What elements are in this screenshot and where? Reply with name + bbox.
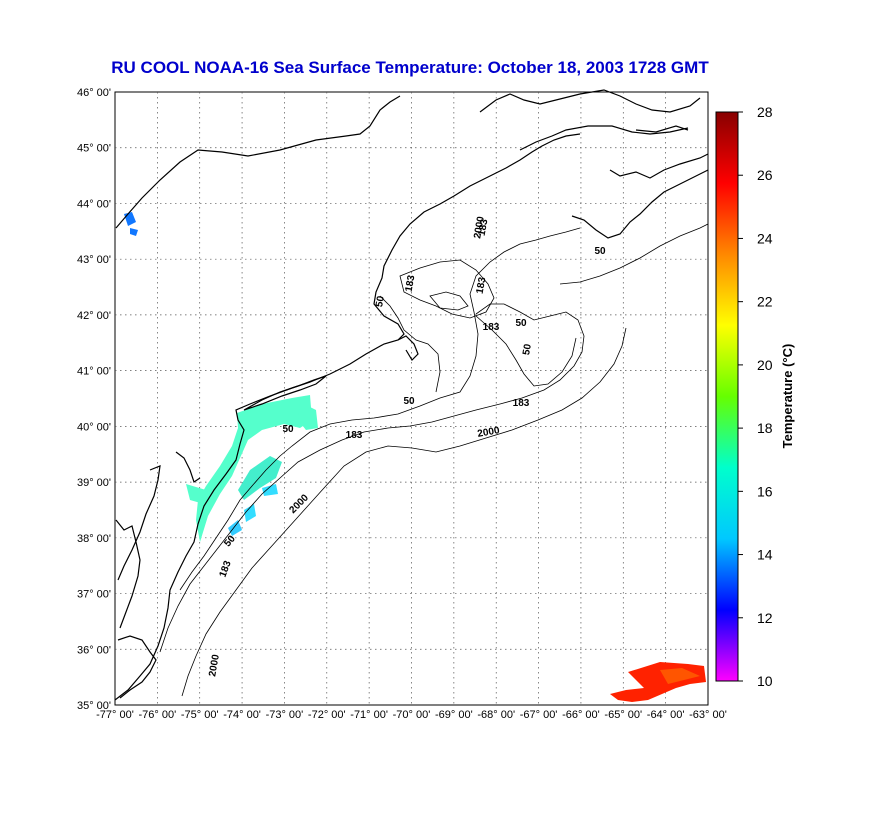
sst-patch-delmarva: [186, 484, 206, 504]
lon-label: -72° 00': [308, 709, 346, 721]
lat-label: 45° 00': [77, 143, 111, 155]
coastline-chesapeake-w: [115, 519, 141, 629]
coastline-nova-scotia: [609, 153, 709, 179]
isobath-label: 183: [477, 218, 491, 237]
isobath-label: 2000: [477, 425, 501, 440]
isobath-gom-coast: [379, 295, 441, 393]
colorbar: 28 26 24 22 20 18 16 14 12 10 Temperature (°C): [715, 104, 795, 689]
isobaths: [159, 223, 709, 697]
isobath-gom-inner: [429, 291, 469, 311]
isobath-50m: [179, 227, 581, 591]
colorbar-tick-label: 20: [757, 357, 773, 373]
isobath-label: 50: [403, 396, 415, 407]
lat-label: 37° 00': [77, 589, 111, 601]
lat-label: 39° 00': [77, 477, 111, 489]
longitude-labels: -77° 00' -76° 00' -75° 00' -74° 00' -73° 00'…: [96, 709, 727, 721]
sst-patch-bits-3: [228, 520, 242, 536]
lon-label: -73° 00': [266, 709, 304, 721]
isobath-label: 183: [475, 276, 489, 295]
isobath-label: 183: [513, 398, 530, 409]
colorbar-tick-label: 18: [757, 420, 773, 436]
colorbar-scale: [715, 111, 739, 682]
colorbar-tick-label: 24: [757, 230, 773, 246]
sst-warm-water: [610, 662, 706, 702]
coastline-fundy-south: [519, 125, 689, 151]
isobath-label: 50: [282, 424, 294, 435]
isobath-banks: [475, 315, 577, 387]
isobath-label: 183: [404, 274, 418, 293]
lat-label: 44° 00': [77, 198, 111, 210]
lat-label: 46° 00': [77, 87, 111, 99]
coastline-us-east: [114, 133, 581, 701]
lon-label: -67° 00': [520, 709, 558, 721]
coastline-carolina: [117, 635, 157, 699]
latitude-labels: 35° 00' 36° 00' 37° 00' 38° 00' 39° 00' 40° 0…: [77, 87, 111, 712]
lon-label: -76° 00': [139, 709, 177, 721]
sst-patch-gulf-stream-2: [660, 668, 700, 684]
colorbar-ticks: 28 26 24 22 20 18 16 14 12 10: [738, 104, 773, 689]
isobath-label: 50: [374, 295, 387, 308]
lon-label: -75° 00': [181, 709, 219, 721]
colorbar-label: Temperature (°C): [780, 344, 795, 449]
lon-label: -71° 00': [350, 709, 388, 721]
lat-label: 41° 00': [77, 366, 111, 378]
lat-label: 43° 00': [77, 254, 111, 266]
isobath-183m: [159, 303, 585, 653]
lon-label: -63° 00': [689, 709, 727, 721]
lon-label: -70° 00': [393, 709, 431, 721]
colorbar-tick-label: 10: [757, 673, 773, 689]
coastline-delaware-bay: [175, 451, 201, 483]
sst-patch-gulf-of-maine-2: [130, 228, 138, 236]
coastline-chesapeake: [117, 465, 161, 581]
lon-label: -65° 00': [604, 709, 642, 721]
isobath-label: 183: [483, 322, 500, 333]
colorbar-tick-label: 14: [757, 547, 773, 563]
coastline-bay-of-fundy: [479, 89, 701, 113]
isobath-gom-basin: [399, 259, 495, 319]
lat-label: 40° 00': [77, 421, 111, 433]
lat-label: 35° 00': [77, 700, 111, 712]
isobath-label: 2000: [207, 653, 222, 677]
coastline-long-island: [243, 375, 327, 411]
colorbar-tick-label: 16: [757, 483, 773, 499]
lat-label: 38° 00': [77, 533, 111, 545]
lon-label: -74° 00': [223, 709, 261, 721]
lon-label: -66° 00': [562, 709, 600, 721]
isobath-scotian: [559, 223, 709, 285]
colorbar-tick-label: 22: [757, 294, 773, 310]
isobath-label: 50: [521, 343, 534, 356]
sst-patch-bits-1: [244, 504, 256, 522]
isobath-2000m: [181, 327, 627, 697]
sst-patch-ny-bight: [298, 402, 318, 430]
colorbar-tick-label: 12: [757, 610, 773, 626]
lat-label: 42° 00': [77, 310, 111, 322]
lon-label: -64° 00': [647, 709, 685, 721]
isobath-label: 183: [346, 430, 363, 441]
lon-label: -69° 00': [435, 709, 473, 721]
coastlines: [114, 89, 709, 701]
isobath-label: 50: [594, 246, 606, 257]
isobath-label: 2000: [472, 215, 487, 239]
lon-label: -68° 00': [477, 709, 515, 721]
lat-label: 36° 00': [77, 644, 111, 656]
colorbar-tick-label: 26: [757, 167, 773, 183]
coastline-ns-south: [571, 169, 709, 239]
colorbar-tick-label: 28: [757, 104, 773, 120]
border-us-canada: [115, 95, 401, 229]
coastline-cape-cod: [397, 335, 419, 361]
lon-label: -77° 00': [96, 709, 134, 721]
map-title: RU COOL NOAA-16 Sea Surface Temperature:…: [111, 58, 709, 77]
isobath-label: 50: [515, 318, 527, 329]
coastline-pei: [635, 125, 689, 133]
sst-patch-bits-2: [262, 484, 278, 496]
